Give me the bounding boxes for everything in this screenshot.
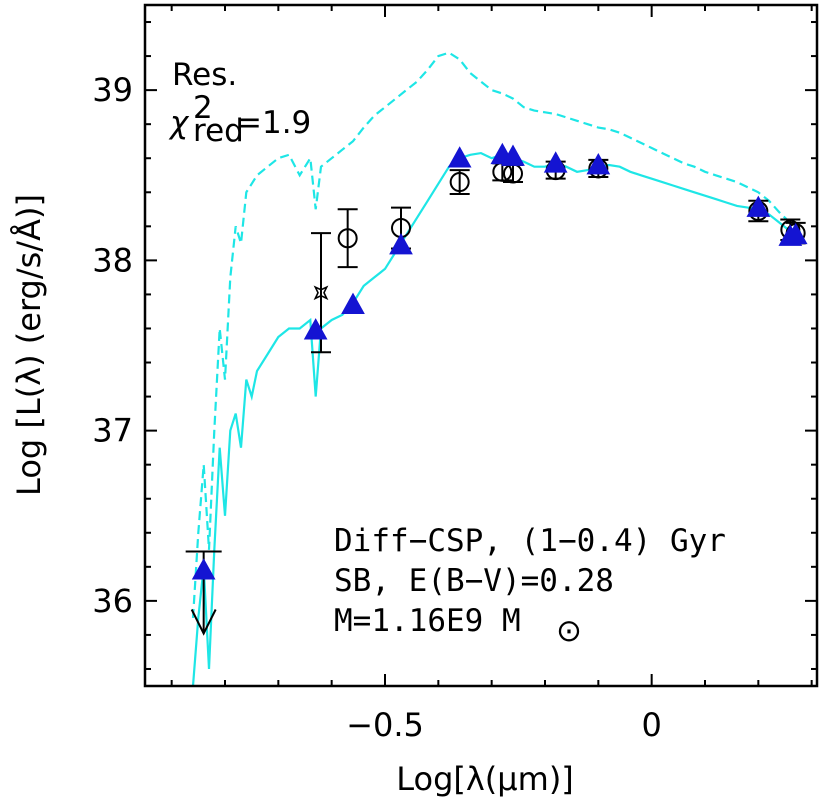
y-tick-label: 39 xyxy=(92,71,133,109)
residual-label: Res. xyxy=(172,57,237,93)
y-tick-label: 38 xyxy=(92,241,133,279)
model-triangle xyxy=(447,146,472,168)
chi-sup: 2 xyxy=(193,90,213,126)
y-tick-label: 36 xyxy=(92,582,133,620)
model-triangle xyxy=(746,195,771,217)
y-axis-title: Log [L(λ) (erg/s/Å)] xyxy=(10,194,48,496)
y-tick-label: 37 xyxy=(92,412,133,450)
axis-ticks xyxy=(145,5,817,686)
model-triangle xyxy=(191,558,216,580)
chi-value: =1.9 xyxy=(236,105,311,141)
model-triangle xyxy=(389,233,413,255)
model-triangle xyxy=(341,292,365,314)
mass-text: M=1.16E9 M xyxy=(334,603,521,639)
model-triangle xyxy=(303,318,328,340)
model-description-line2: SB, E(B−V)=0.28 xyxy=(334,563,614,599)
observed-point xyxy=(449,172,470,193)
x-axis-title: Log[λ(μm)] xyxy=(396,760,574,798)
observed-star-point xyxy=(313,285,329,301)
model-triangle xyxy=(783,222,808,245)
sun-symbol: ⊙ xyxy=(556,613,582,649)
observed-point xyxy=(337,228,358,249)
chi-squared-label: χ 2 red =1.9 xyxy=(168,90,311,149)
model-triangle xyxy=(543,151,568,173)
plot-frame xyxy=(143,3,819,688)
x-tick-label: 0 xyxy=(641,706,661,744)
model-description-line3: M=1.16E9 M ⊙ xyxy=(334,603,582,649)
model-triangle xyxy=(501,144,525,166)
upper-limit-arrowhead xyxy=(190,609,217,636)
model-spectrum-intrinsic-line xyxy=(191,51,802,618)
chi-symbol: χ xyxy=(168,105,190,141)
chi-sub: red xyxy=(193,113,244,149)
model-description-line1: Diff−CSP, (1−0.4) Gyr xyxy=(334,523,726,559)
data-markers xyxy=(185,142,808,636)
model-triangle xyxy=(586,153,611,175)
x-tick-label: −0.5 xyxy=(346,706,424,744)
tick-labels: −0.5 0 36 37 38 39 xyxy=(92,71,662,744)
